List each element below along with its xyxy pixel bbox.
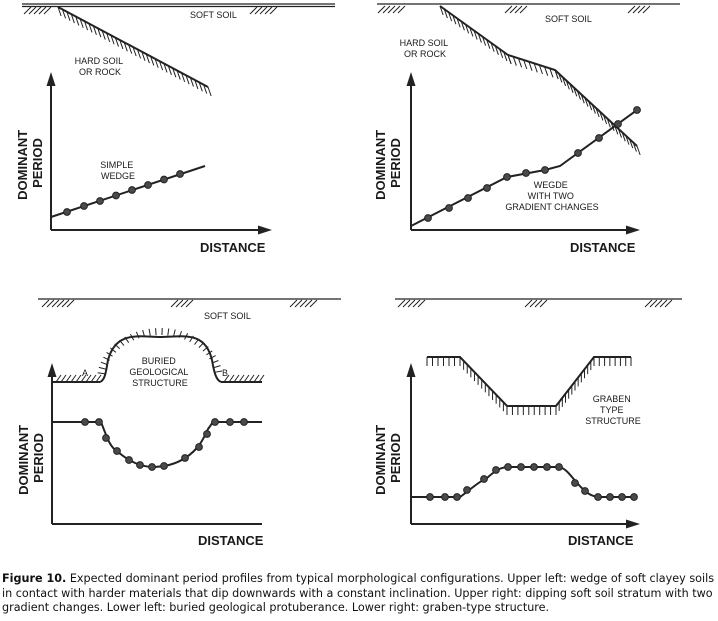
- simple-wedge-curve: [50, 165, 206, 218]
- panel-lower-right: GRABEN TYPE STRUCTURE: [373, 298, 682, 548]
- data-point: [517, 463, 525, 471]
- data-point: [574, 149, 582, 157]
- data-point: [503, 173, 511, 181]
- structure-label: GRABEN TYPE STRUCTURE: [585, 394, 641, 426]
- data-point: [128, 186, 136, 194]
- ground-surface: [22, 3, 335, 15]
- data-point: [203, 430, 211, 438]
- caption-text: Expected dominant period profiles from t…: [2, 572, 715, 614]
- data-point: [160, 175, 168, 184]
- data-point: [113, 447, 121, 455]
- data-point: [95, 418, 103, 426]
- axes: [47, 363, 57, 524]
- data-point: [463, 486, 471, 494]
- data-point: [571, 479, 579, 487]
- data-point: [445, 204, 453, 212]
- hard-soil-boundary: [57, 6, 212, 97]
- data-point: [480, 475, 488, 483]
- x-axis-label: DISTANCE: [568, 533, 634, 548]
- axes: [406, 363, 640, 529]
- curve-label: WEGDE WITH TWO GRADIENT CHANGES: [505, 180, 598, 212]
- graben-structure: [426, 356, 632, 415]
- data-point: [211, 418, 219, 426]
- data-point: [530, 463, 538, 471]
- y-axis-label: DOMINANT PERIOD: [373, 421, 403, 495]
- caption-label: Figure 10.: [2, 572, 67, 585]
- data-point: [424, 214, 432, 222]
- hard-soil-label: HARD SOIL OR ROCK: [400, 38, 451, 59]
- axes: [46, 72, 272, 235]
- data-point: [136, 461, 144, 469]
- data-point: [594, 493, 602, 501]
- soft-soil-label: SOFT SOIL: [190, 10, 237, 20]
- data-point: [226, 418, 234, 426]
- data-point: [483, 184, 491, 192]
- point-a-label: A: [82, 368, 88, 378]
- graben-curve: [411, 463, 638, 501]
- data-point: [543, 463, 551, 471]
- figure-caption: Figure 10. Expected dominant period prof…: [2, 572, 716, 616]
- data-point: [195, 443, 203, 451]
- soft-soil-label: SOFT SOIL: [204, 311, 251, 321]
- data-point: [240, 418, 248, 426]
- data-point: [630, 493, 638, 501]
- point-b-label: B: [222, 368, 228, 378]
- x-axis-label: DISTANCE: [200, 240, 266, 255]
- two-gradient-curve: [410, 106, 641, 227]
- figure-diagram: SOFT SOIL HARD SOIL OR ROCK SIMPLE WEDGE: [15, 3, 682, 548]
- data-point: [148, 463, 156, 471]
- hard-soil-label: HARD SOIL OR ROCK: [75, 56, 126, 77]
- buried-structure: [52, 328, 265, 383]
- data-point: [125, 456, 133, 464]
- data-point: [453, 493, 461, 501]
- panel-lower-left: SOFT SOIL A B BURIED GEOLOGICAL STRUCTUR…: [16, 298, 341, 548]
- x-axis-label: DISTANCE: [570, 240, 636, 255]
- data-point: [441, 493, 449, 501]
- data-point: [112, 191, 120, 200]
- data-point: [522, 169, 530, 177]
- data-point: [426, 493, 434, 501]
- data-point: [80, 202, 88, 210]
- data-point: [81, 418, 89, 426]
- data-point: [144, 181, 152, 189]
- ground-surface: [395, 298, 682, 308]
- data-point: [96, 197, 104, 205]
- data-point: [618, 493, 626, 501]
- y-axis-label: DOMINANT PERIOD: [373, 126, 403, 200]
- data-point: [595, 134, 603, 142]
- curve-label: SIMPLE WEDGE: [100, 160, 136, 181]
- ground-surface: [377, 3, 680, 14]
- data-point: [63, 208, 71, 216]
- data-point: [541, 166, 549, 174]
- panel-upper-right: SOFT SOIL HARD SOIL OR ROCK WEGDE: [373, 3, 680, 255]
- data-point: [555, 463, 563, 471]
- data-point: [504, 463, 512, 471]
- data-point: [633, 106, 641, 114]
- structure-label: BURIED GEOLOGICAL STRUCTURE: [129, 356, 190, 388]
- data-point: [492, 466, 500, 474]
- protuberance-curve: [52, 418, 262, 471]
- data-point: [614, 120, 622, 128]
- data-point: [581, 487, 589, 495]
- data-point: [181, 454, 189, 462]
- data-point: [160, 462, 168, 470]
- ground-surface: [38, 298, 341, 308]
- data-point: [464, 194, 472, 202]
- soft-soil-label: SOFT SOIL: [545, 14, 592, 24]
- hard-soil-boundary: [439, 5, 641, 156]
- y-axis-label: DOMINANT PERIOD: [16, 421, 46, 495]
- data-point: [176, 170, 184, 178]
- panel-upper-left: SOFT SOIL HARD SOIL OR ROCK SIMPLE WEDGE: [15, 3, 335, 255]
- data-point: [606, 493, 614, 501]
- x-axis-label: DISTANCE: [198, 533, 264, 548]
- y-axis-label: DOMINANT PERIOD: [15, 126, 45, 200]
- data-point: [102, 434, 110, 442]
- axes: [406, 72, 640, 235]
